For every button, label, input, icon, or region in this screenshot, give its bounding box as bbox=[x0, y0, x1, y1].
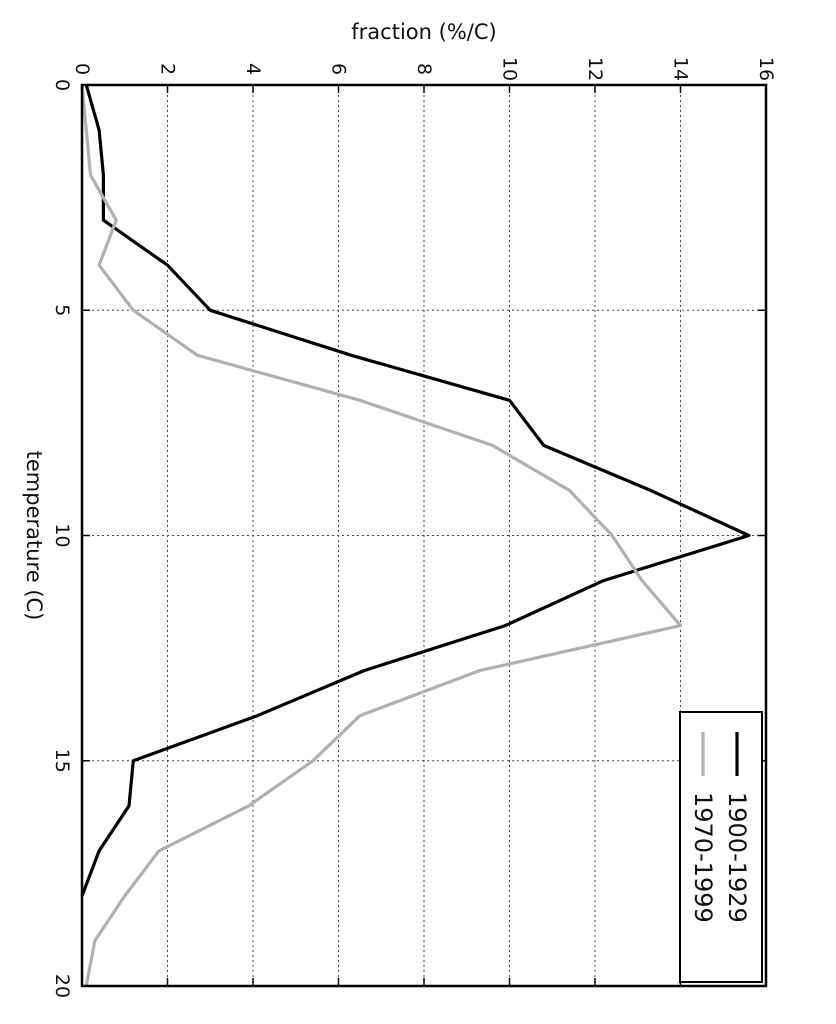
tick-label-fraction-8: 8 bbox=[413, 63, 435, 75]
tick-label-fraction-0: 0 bbox=[71, 63, 93, 75]
tick-label-temperature-15: 15 bbox=[51, 749, 73, 773]
x-axis-label: temperature (C) bbox=[22, 451, 46, 621]
grid-lines bbox=[81, 84, 767, 987]
tick-label-temperature-0: 0 bbox=[51, 79, 73, 91]
series-lines bbox=[80, 84, 751, 987]
tick-label-fraction-6: 6 bbox=[328, 63, 350, 75]
series-line-1970-1999 bbox=[80, 84, 683, 987]
y-axis-ticks: 0 2 4 6 8 10 12 14 16 bbox=[71, 57, 777, 986]
tick-label-fraction-4: 4 bbox=[242, 63, 264, 75]
legend-label-1900-1929: 1900-1929 bbox=[723, 792, 751, 923]
tick-label-fraction-10: 10 bbox=[499, 57, 521, 81]
tick-label-fraction-14: 14 bbox=[670, 57, 692, 81]
series-line-1900-1929 bbox=[80, 84, 751, 897]
tick-label-temperature-5: 5 bbox=[51, 304, 73, 316]
legend-box bbox=[679, 711, 763, 983]
tick-label-fraction-2: 2 bbox=[157, 63, 179, 75]
tick-label-temperature-10: 10 bbox=[51, 523, 73, 547]
legend-label-1970-1999: 1970-1999 bbox=[689, 792, 717, 923]
tick-label-fraction-12: 12 bbox=[584, 57, 606, 81]
y-axis-label: fraction (%/C) bbox=[351, 20, 496, 44]
tick-label-fraction-16: 16 bbox=[755, 57, 777, 81]
tick-label-temperature-20: 20 bbox=[51, 974, 73, 998]
x-axis-ticks: 0 5 10 15 20 bbox=[51, 79, 766, 998]
